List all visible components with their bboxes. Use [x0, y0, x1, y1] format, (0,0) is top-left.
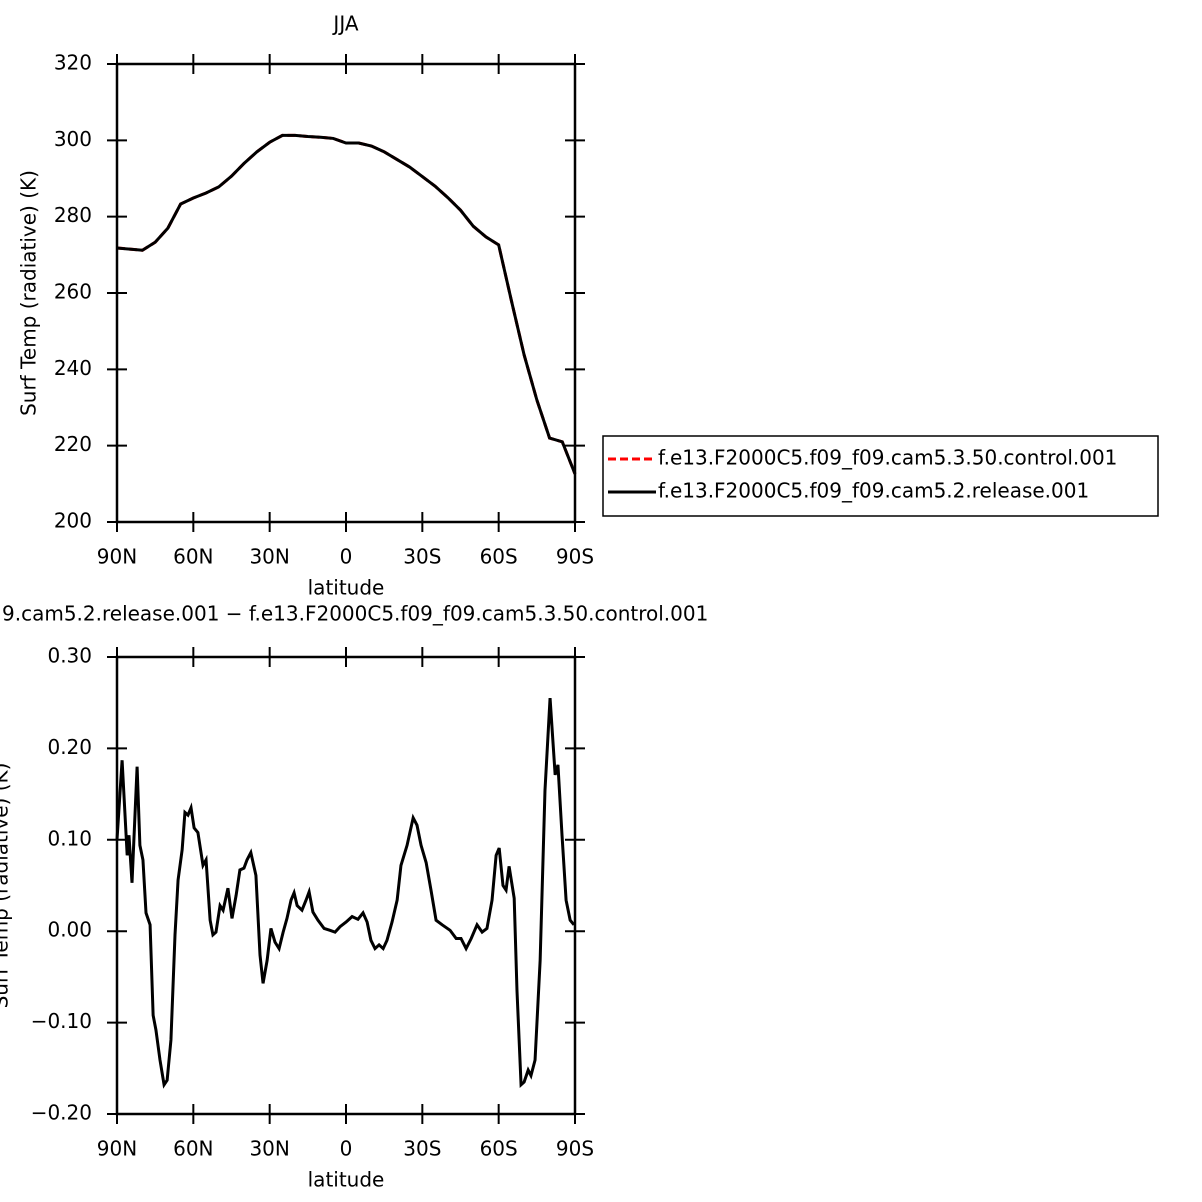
y-tick-label: 0.00 — [47, 918, 92, 942]
x-tick-label: 60N — [173, 1137, 213, 1161]
legend: f.e13.F2000C5.f09_f09.cam5.3.50.control.… — [602, 435, 1159, 517]
chart-title: 9.cam5.2.release.001 − f.e13.F2000C5.f09… — [2, 602, 708, 626]
y-tick-label: 300 — [54, 127, 92, 151]
legend-box — [602, 435, 1159, 517]
y-tick-label: 260 — [54, 280, 92, 304]
y-tick-label: 240 — [54, 356, 92, 380]
x-axis-label: latitude — [308, 576, 385, 600]
y-tick-label: 200 — [54, 509, 92, 533]
x-axis-label: latitude — [308, 1168, 385, 1192]
y-tick-label: 320 — [54, 51, 92, 75]
y-axis-label: Surf Temp (radiative) (K) — [0, 763, 13, 1009]
y-axis-label: Surf Temp (radiative) (K) — [17, 170, 41, 416]
x-tick-label: 60S — [480, 1137, 518, 1161]
x-tick-label: 90S — [556, 1137, 594, 1161]
series-line — [116, 133, 577, 475]
series-line — [115, 698, 576, 1089]
x-tick-label: 90N — [97, 1137, 137, 1161]
series-line — [116, 133, 577, 475]
x-tick-label: 90S — [556, 545, 594, 569]
y-tick-label: 280 — [54, 203, 92, 227]
y-tick-label: 0.10 — [47, 826, 92, 850]
x-tick-label: 30S — [403, 1137, 441, 1161]
legend-label: f.e13.F2000C5.f09_f09.cam5.3.50.control.… — [658, 446, 1117, 470]
x-tick-label: 60N — [173, 545, 213, 569]
x-tick-label: 30N — [249, 1137, 289, 1161]
x-tick-label: 90N — [97, 545, 137, 569]
x-tick-label: 60S — [480, 545, 518, 569]
y-tick-label: 0.30 — [47, 644, 92, 668]
x-tick-label: 30S — [403, 545, 441, 569]
plot-frame — [115, 62, 577, 524]
y-tick-label: 0.20 — [47, 735, 92, 759]
x-tick-label: 0 — [340, 545, 353, 569]
x-tick-label: 30N — [249, 545, 289, 569]
legend-label: f.e13.F2000C5.f09_f09.cam5.2.release.001 — [658, 479, 1089, 503]
chart-title: JJA — [331, 12, 358, 36]
y-tick-label: −0.20 — [31, 1101, 92, 1125]
y-tick-label: 220 — [54, 432, 92, 456]
x-tick-label: 0 — [340, 1137, 353, 1161]
y-tick-label: −0.10 — [31, 1009, 92, 1033]
